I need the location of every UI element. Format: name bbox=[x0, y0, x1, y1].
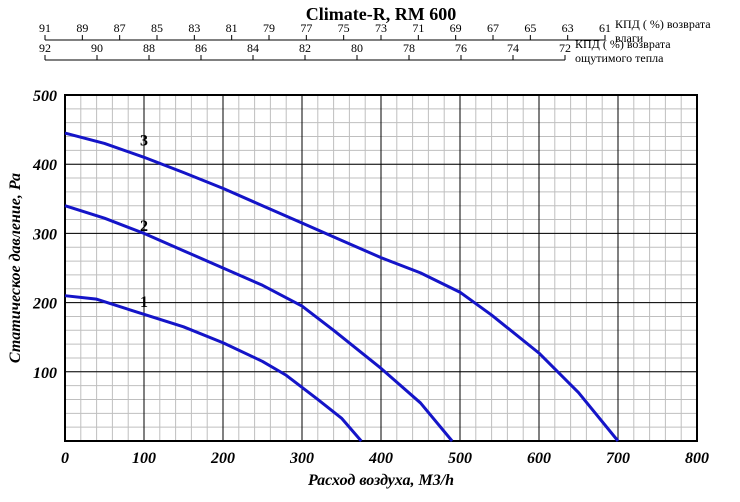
top-tick: 82 bbox=[299, 41, 311, 55]
series-label-2: 2 bbox=[140, 218, 148, 235]
top-tick: 78 bbox=[403, 41, 415, 55]
top-tick: 75 bbox=[338, 21, 350, 35]
top-tick: 67 bbox=[487, 21, 499, 35]
top-tick: 76 bbox=[455, 41, 467, 55]
top-tick: 84 bbox=[247, 41, 259, 55]
top-tick: 77 bbox=[300, 21, 312, 35]
x-tick: 600 bbox=[527, 450, 551, 467]
top-tick: 81 bbox=[226, 21, 238, 35]
top-tick: 83 bbox=[188, 21, 200, 35]
x-tick: 400 bbox=[368, 450, 393, 467]
y-tick: 300 bbox=[32, 226, 57, 243]
top-tick: 85 bbox=[151, 21, 163, 35]
x-tick: 800 bbox=[685, 450, 709, 467]
x-tick: 700 bbox=[606, 450, 630, 467]
top-axis-label-0-0: КПД ( %) возврата bbox=[615, 17, 711, 31]
top-tick: 86 bbox=[195, 41, 207, 55]
y-tick: 100 bbox=[33, 365, 57, 382]
top-axis-label-1-1: ощутимого тепла bbox=[575, 51, 664, 65]
x-tick: 0 bbox=[61, 450, 69, 467]
top-tick: 80 bbox=[351, 41, 363, 55]
y-axis-title: Статическое давление, Ра bbox=[7, 173, 24, 363]
y-tick: 400 bbox=[32, 157, 57, 174]
top-axis-label-1-0: КПД ( %) возврата bbox=[575, 37, 671, 51]
top-tick: 79 bbox=[263, 21, 275, 35]
x-tick: 200 bbox=[210, 450, 235, 467]
series-label-1: 1 bbox=[140, 294, 148, 311]
series-label-3: 3 bbox=[140, 133, 148, 150]
top-tick: 61 bbox=[599, 21, 611, 35]
x-tick: 300 bbox=[289, 450, 314, 467]
top-tick: 63 bbox=[562, 21, 574, 35]
top-tick: 72 bbox=[559, 41, 571, 55]
top-tick: 87 bbox=[114, 21, 126, 35]
x-axis-title: Расход воздуха, М3/h bbox=[307, 472, 454, 489]
y-tick: 200 bbox=[32, 296, 57, 313]
top-tick: 89 bbox=[76, 21, 88, 35]
top-tick: 73 bbox=[375, 21, 387, 35]
top-tick: 88 bbox=[143, 41, 155, 55]
top-tick: 65 bbox=[524, 21, 536, 35]
performance-chart: 1 2 3 0 100 200 300 400 500 600 700 800 100 200 300 400… bbox=[0, 0, 740, 502]
top-tick: 92 bbox=[39, 41, 51, 55]
y-tick: 500 bbox=[33, 88, 57, 105]
top-tick: 91 bbox=[39, 21, 51, 35]
top-tick: 69 bbox=[450, 21, 462, 35]
x-tick: 500 bbox=[448, 450, 472, 467]
x-tick: 100 bbox=[132, 450, 156, 467]
top-tick: 74 bbox=[507, 41, 519, 55]
top-tick: 71 bbox=[412, 21, 424, 35]
top-tick: 90 bbox=[91, 41, 103, 55]
